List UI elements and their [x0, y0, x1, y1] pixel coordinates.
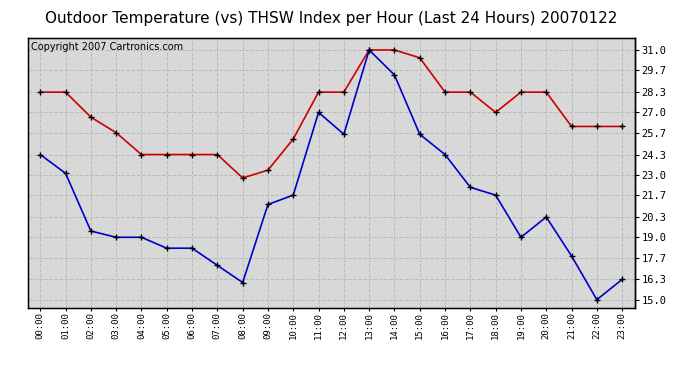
Text: Outdoor Temperature (vs) THSW Index per Hour (Last 24 Hours) 20070122: Outdoor Temperature (vs) THSW Index per … — [45, 11, 618, 26]
Text: Copyright 2007 Cartronics.com: Copyright 2007 Cartronics.com — [30, 42, 183, 51]
